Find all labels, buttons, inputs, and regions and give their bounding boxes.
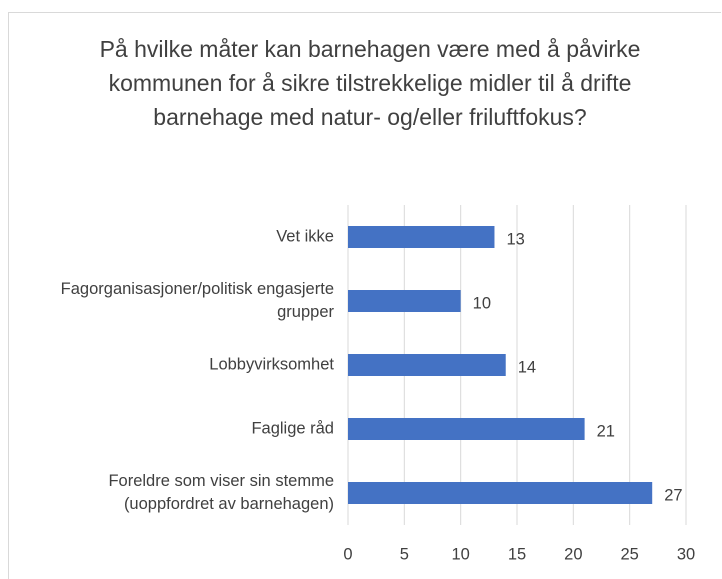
data-label: 13 (506, 230, 524, 248)
x-tick-label: 10 (451, 545, 469, 563)
y-tick-label: Faglige råd (251, 419, 334, 438)
bar (348, 482, 653, 504)
y-tick-label: Lobbyvirksomhet (209, 355, 334, 374)
data-label: 27 (664, 486, 682, 504)
data-label: 21 (597, 422, 615, 440)
x-tick-label: 20 (564, 545, 582, 563)
y-tick-label: Vet ikke (276, 227, 334, 246)
y-tick-label: Fagorganisasjoner/politisk engasjerte gr… (60, 280, 334, 321)
x-tick-label: 0 (343, 545, 352, 563)
bar (348, 354, 506, 376)
bar (348, 418, 585, 440)
chart-frame (8, 12, 721, 579)
x-tick-label: 25 (620, 545, 638, 563)
x-tick-label: 15 (508, 545, 526, 563)
data-label: 14 (518, 358, 536, 376)
x-tick-label: 30 (677, 545, 695, 563)
bar (348, 226, 495, 248)
bar (348, 290, 461, 312)
chart-title: På hvilke måter kan barnehagen være med … (99, 36, 641, 130)
data-label: 10 (473, 294, 491, 312)
x-tick-label: 5 (400, 545, 409, 563)
y-tick-label: Foreldre som viser sin stemme (uoppfordr… (108, 472, 334, 513)
